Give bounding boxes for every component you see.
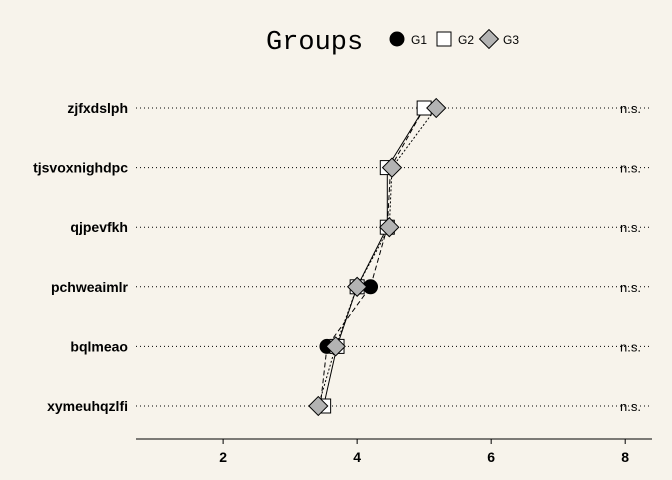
x-axis: 2 4 6 8 [136, 438, 652, 465]
category-label: pchweaimlr [51, 279, 129, 295]
data-point-g3 [379, 217, 400, 238]
significance-labels: n.s. n.s. n.s. n.s. n.s. n.s. [620, 101, 641, 414]
significance-label: n.s. [620, 399, 641, 414]
legend-marker-g1 [389, 31, 405, 47]
legend-label: G1 [411, 33, 427, 47]
x-tick-label: 2 [219, 449, 227, 465]
legend-label: G3 [503, 33, 519, 47]
category-label: qjpevfkh [70, 219, 128, 235]
category-label: bqlmeao [70, 338, 128, 354]
series-line-g1 [319, 107, 425, 407]
data-point-g3 [426, 97, 447, 119]
legend-marker-g2 [436, 31, 452, 47]
legend-title: Groups [266, 28, 363, 58]
significance-label: n.s. [620, 280, 641, 295]
series-line-g2 [323, 107, 425, 407]
significance-label: n.s. [620, 220, 641, 235]
x-tick-label: 4 [353, 449, 361, 465]
series-markers [308, 97, 447, 417]
category-labels: zjfxdslph tjsvoxnighdpc qjpevfkh pchweaimlr… [33, 100, 128, 414]
significance-label: n.s. [620, 339, 641, 354]
grid-lines [136, 107, 652, 407]
significance-label: n.s. [620, 101, 641, 116]
significance-label: n.s. [620, 161, 641, 176]
category-label: xymeuhqzlfi [47, 398, 128, 414]
data-point-g3 [346, 276, 368, 297]
legend-label: G2 [458, 33, 474, 47]
x-tick-label: 8 [621, 449, 629, 465]
data-point-g3 [308, 395, 329, 417]
series-line-g3 [317, 107, 437, 407]
category-label: tjsvoxnighdpc [33, 160, 128, 176]
category-label: zjfxdslph [67, 100, 128, 116]
data-point-g3 [325, 336, 346, 357]
x-tick-label: 6 [487, 449, 495, 465]
data-point-g3 [381, 157, 403, 178]
series-lines [317, 107, 437, 407]
legend-marker-g3 [478, 28, 500, 50]
legend: Groups G1 G2 G3 [266, 28, 519, 58]
